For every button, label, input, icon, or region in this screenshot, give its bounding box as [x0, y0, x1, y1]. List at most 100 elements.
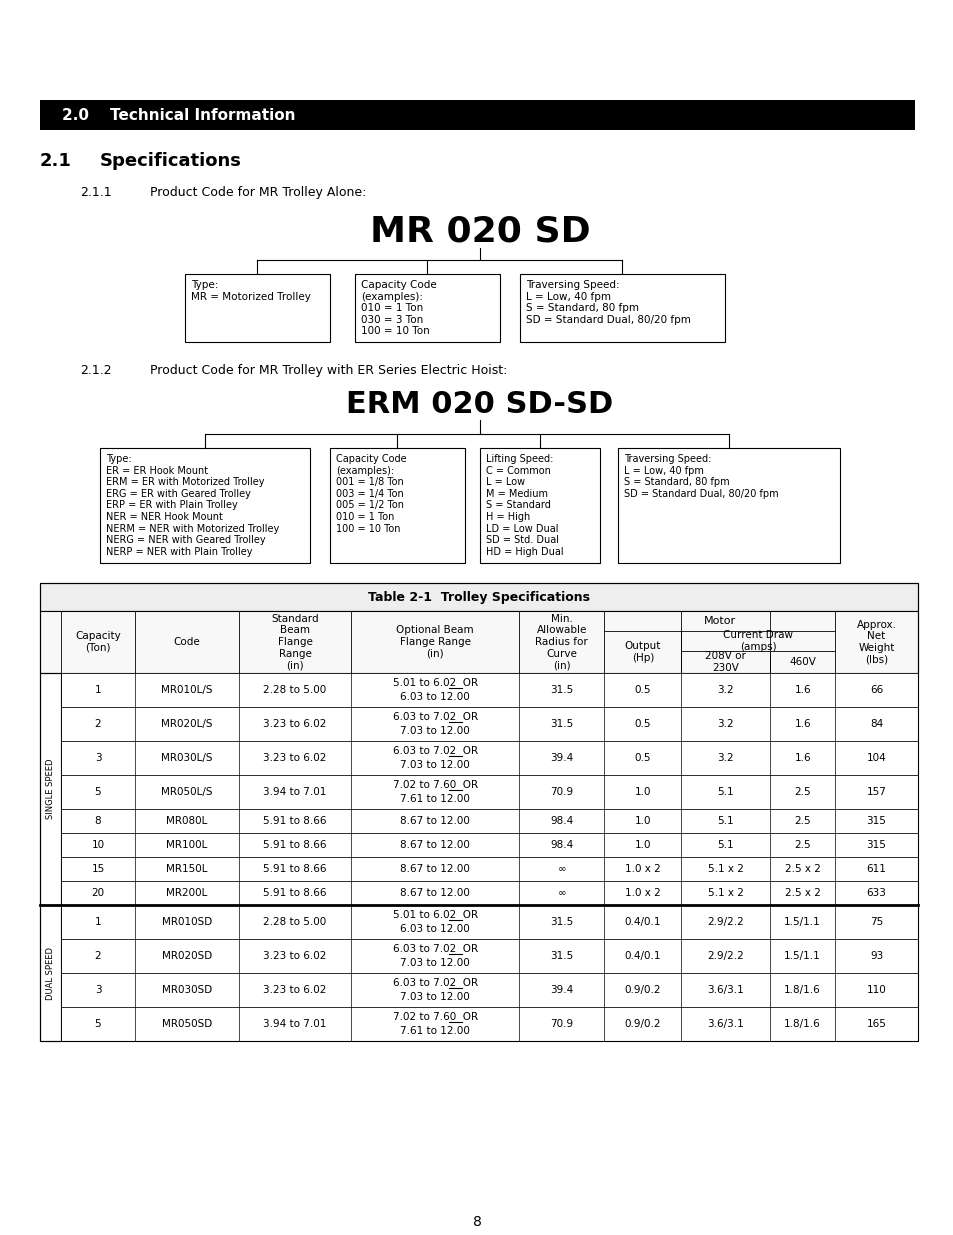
Text: 6.03 to 12.00: 6.03 to 12.00	[400, 924, 470, 934]
Text: Lifting Speed:
C = Common
L = Low
M = Medium
S = Standard
H = High
LD = Low Dual: Lifting Speed: C = Common L = Low M = Me…	[485, 454, 563, 557]
Text: 6.03 to 12.00: 6.03 to 12.00	[400, 692, 470, 701]
Text: 1.5/1.1: 1.5/1.1	[783, 918, 821, 927]
Bar	[519, 274, 724, 342]
Text: 0.9/0.2: 0.9/0.2	[624, 986, 660, 995]
Text: 6.03 to 7.02  OR: 6.03 to 7.02 OR	[393, 945, 477, 955]
Text: 5.01 to 6.02  OR: 5.01 to 6.02 OR	[393, 910, 477, 920]
Text: 0.5: 0.5	[634, 753, 651, 763]
Text: 3.94 to 7.01: 3.94 to 7.01	[263, 1019, 326, 1029]
Text: 0.5: 0.5	[634, 719, 651, 729]
Text: 0.9/0.2: 0.9/0.2	[624, 1019, 660, 1029]
Text: 7.03 to 12.00: 7.03 to 12.00	[400, 726, 470, 736]
Text: Traversing Speed:
L = Low, 40 fpm
S = Standard, 80 fpm
SD = Standard Dual, 80/20: Traversing Speed: L = Low, 40 fpm S = St…	[623, 454, 778, 499]
Text: MR100L: MR100L	[166, 840, 207, 850]
Text: 7.03 to 12.00: 7.03 to 12.00	[400, 992, 470, 1002]
Text: Standard
Beam
Flange
Range
(in): Standard Beam Flange Range (in)	[271, 614, 318, 671]
Text: 0.5: 0.5	[634, 685, 651, 695]
Text: 2.5 x 2: 2.5 x 2	[784, 888, 820, 898]
Text: Type:
MR = Motorized Trolley: Type: MR = Motorized Trolley	[191, 280, 311, 301]
Text: 1.8/1.6: 1.8/1.6	[783, 986, 821, 995]
Text: 1: 1	[94, 685, 101, 695]
Text: DUAL SPEED: DUAL SPEED	[46, 946, 55, 999]
Text: 315: 315	[865, 816, 885, 826]
Text: 110: 110	[866, 986, 885, 995]
Text: 2.5 x 2: 2.5 x 2	[784, 864, 820, 874]
Text: 0.4/0.1: 0.4/0.1	[624, 951, 660, 961]
Text: 5.91 to 8.66: 5.91 to 8.66	[263, 888, 327, 898]
Text: 5: 5	[94, 1019, 101, 1029]
Text: MR030L/S: MR030L/S	[161, 753, 213, 763]
Text: 2.1: 2.1	[40, 152, 71, 170]
Text: 8: 8	[94, 816, 101, 826]
Text: 7.61 to 12.00: 7.61 to 12.00	[400, 794, 470, 804]
Text: 93: 93	[869, 951, 882, 961]
Text: 2.0    Technical Information: 2.0 Technical Information	[62, 107, 295, 122]
Text: 3.94 to 7.01: 3.94 to 7.01	[263, 787, 326, 797]
Text: 3: 3	[94, 986, 101, 995]
Text: 633: 633	[865, 888, 885, 898]
Text: 3.2: 3.2	[717, 685, 733, 695]
Text: MR150L: MR150L	[166, 864, 207, 874]
Text: 1.0: 1.0	[634, 840, 651, 850]
Text: MR080L: MR080L	[166, 816, 207, 826]
Bar	[40, 100, 914, 130]
Text: 5.91 to 8.66: 5.91 to 8.66	[263, 864, 327, 874]
Bar	[61, 881, 917, 905]
Text: 8.67 to 12.00: 8.67 to 12.00	[400, 864, 470, 874]
Text: 5.1 x 2: 5.1 x 2	[707, 864, 743, 874]
Text: Type:
ER = ER Hook Mount
ERM = ER with Motorized Trolley
ERG = ER with Geared Tr: Type: ER = ER Hook Mount ERM = ER with M…	[106, 454, 279, 557]
Text: MR010L/S: MR010L/S	[161, 685, 213, 695]
Text: 7.02 to 7.60  OR: 7.02 to 7.60 OR	[393, 781, 477, 790]
Text: 1.5/1.1: 1.5/1.1	[783, 951, 821, 961]
Bar	[61, 706, 917, 741]
Text: Code: Code	[173, 637, 200, 647]
Text: Output
(Hp): Output (Hp)	[624, 641, 660, 663]
Bar	[61, 673, 917, 706]
Text: 7.61 to 12.00: 7.61 to 12.00	[400, 1026, 470, 1036]
Text: MR050SD: MR050SD	[161, 1019, 212, 1029]
Text: 1.8/1.6: 1.8/1.6	[783, 1019, 821, 1029]
Text: 7.02 to 7.60  OR: 7.02 to 7.60 OR	[393, 1013, 477, 1023]
Bar	[40, 905, 61, 1041]
Text: 1.0: 1.0	[634, 816, 651, 826]
Text: 1.0 x 2: 1.0 x 2	[624, 888, 660, 898]
Text: 0.4/0.1: 0.4/0.1	[624, 918, 660, 927]
Text: Approx.
Net
Weight
(lbs): Approx. Net Weight (lbs)	[856, 620, 896, 664]
Text: ∞: ∞	[557, 864, 565, 874]
Text: Specifications: Specifications	[100, 152, 242, 170]
Bar	[618, 448, 840, 563]
Text: 5.1: 5.1	[717, 816, 733, 826]
Text: 2.5: 2.5	[794, 816, 810, 826]
Text: 70.9: 70.9	[550, 1019, 573, 1029]
Text: 3.6/3.1: 3.6/3.1	[706, 986, 743, 995]
Text: 2: 2	[94, 719, 101, 729]
Text: 3: 3	[94, 753, 101, 763]
Text: 8: 8	[472, 1215, 481, 1229]
Text: 31.5: 31.5	[550, 951, 573, 961]
Text: 5: 5	[94, 787, 101, 797]
Bar	[61, 741, 917, 776]
Bar	[355, 274, 499, 342]
Text: 165: 165	[865, 1019, 885, 1029]
Text: 2.5: 2.5	[794, 840, 810, 850]
Text: MR020SD: MR020SD	[161, 951, 212, 961]
Text: 5.1: 5.1	[717, 840, 733, 850]
Bar	[479, 448, 599, 563]
Text: 15: 15	[91, 864, 105, 874]
Bar	[61, 776, 917, 809]
Text: 611: 611	[865, 864, 885, 874]
Text: ERM 020 SD-SD: ERM 020 SD-SD	[346, 390, 613, 419]
Text: 104: 104	[866, 753, 885, 763]
Text: 2.9/2.2: 2.9/2.2	[706, 951, 743, 961]
Text: 10: 10	[91, 840, 105, 850]
Text: 8.67 to 12.00: 8.67 to 12.00	[400, 840, 470, 850]
Text: 5.91 to 8.66: 5.91 to 8.66	[263, 840, 327, 850]
Text: Current Draw
(amps): Current Draw (amps)	[722, 630, 793, 652]
Bar	[61, 832, 917, 857]
Text: 3.2: 3.2	[717, 719, 733, 729]
Text: 1.6: 1.6	[794, 719, 810, 729]
Text: 6.03 to 7.02  OR: 6.03 to 7.02 OR	[393, 978, 477, 988]
Text: 1.0: 1.0	[634, 787, 651, 797]
Text: ∞: ∞	[557, 888, 565, 898]
Text: Capacity Code
(examples):
010 = 1 Ton
030 = 3 Ton
100 = 10 Ton: Capacity Code (examples): 010 = 1 Ton 03…	[360, 280, 436, 336]
